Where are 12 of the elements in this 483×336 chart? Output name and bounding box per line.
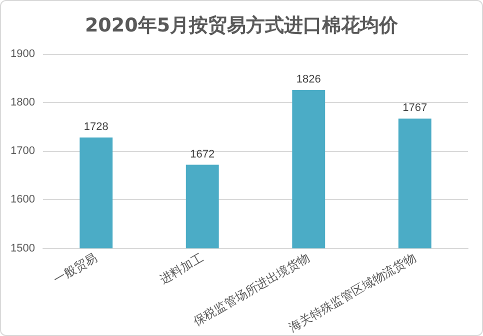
y-tick-label: 1900	[10, 48, 35, 60]
chart-title: 2020年5月按贸易方式进口棉花均价	[84, 14, 400, 36]
data-label: 1672	[190, 148, 215, 160]
y-tick-label: 1700	[10, 145, 35, 158]
data-label: 1767	[402, 102, 428, 114]
x-tick-label: 一般贸易	[51, 250, 100, 286]
y-tick-label: 1600	[10, 194, 35, 206]
y-tick-label: 1800	[10, 96, 35, 109]
data-label: 1826	[296, 73, 321, 86]
x-tick-label: 进料加工	[157, 250, 206, 286]
y-tick-label: 1500	[10, 242, 35, 254]
data-label: 1728	[84, 121, 108, 134]
